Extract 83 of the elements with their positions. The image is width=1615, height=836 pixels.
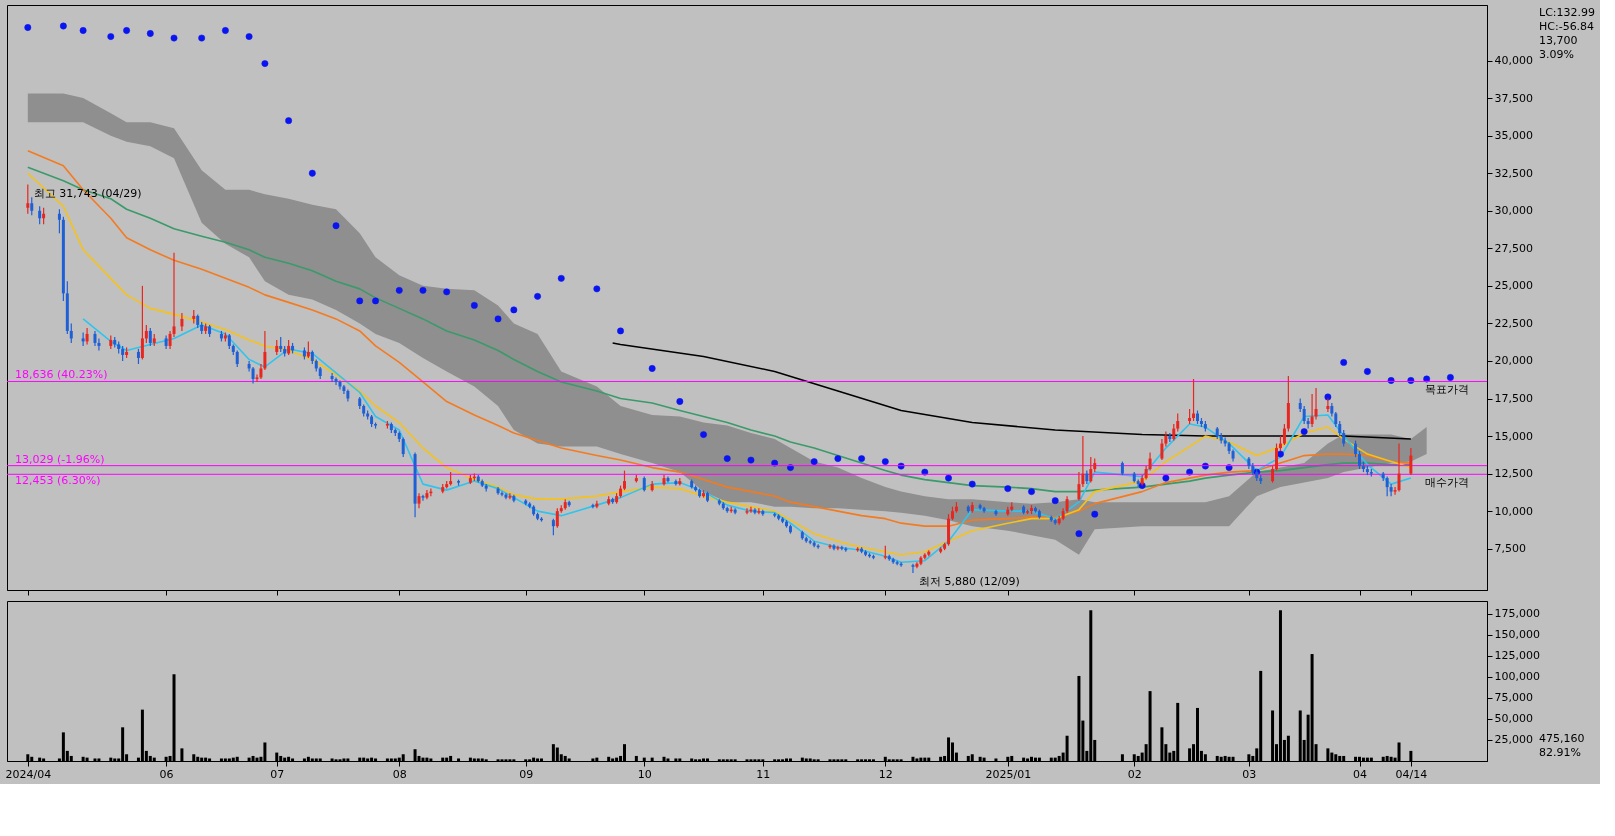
candlestick xyxy=(1409,447,1413,476)
y-tick-label: 7,500 xyxy=(1494,542,1526,556)
y-tick-label: 32,500 xyxy=(1494,166,1533,180)
candlestick xyxy=(508,492,512,500)
y-tick-label: 20,000 xyxy=(1494,354,1533,368)
y-tick-label: 75,000 xyxy=(1494,691,1533,705)
candlestick xyxy=(38,205,42,225)
candlestick xyxy=(401,436,405,458)
x-tick-label: 03 xyxy=(1242,767,1257,781)
annotation: 목표가격 xyxy=(1424,383,1469,397)
candlestick xyxy=(950,506,954,521)
candlestick xyxy=(1030,504,1034,515)
candlestick xyxy=(57,208,61,234)
y-tick-label: 35,000 xyxy=(1494,129,1533,143)
candlestick xyxy=(1160,438,1164,461)
y-tick-label: 27,500 xyxy=(1494,241,1533,255)
candlestick xyxy=(26,183,30,215)
ref-line-label: 13,029 (-1.96%) xyxy=(15,452,105,466)
candlestick xyxy=(334,376,338,386)
candlestick xyxy=(85,327,89,346)
y-tick-label: 40,000 xyxy=(1494,54,1533,68)
y-tick-label: 50,000 xyxy=(1494,712,1533,726)
candlestick xyxy=(1195,409,1199,425)
ref-line-label: 18,636 (40.23%) xyxy=(15,368,108,382)
text: LC:132.99 xyxy=(1539,6,1596,19)
text: HC:-56.84 xyxy=(1539,20,1595,33)
candlestick xyxy=(1089,456,1093,484)
y-tick-label: 17,500 xyxy=(1494,392,1533,405)
candlestick xyxy=(1358,450,1361,470)
candlestick xyxy=(757,507,761,515)
y-tick-label: 100,000 xyxy=(1494,670,1540,684)
y-tick-label: 25,000 xyxy=(1494,279,1533,293)
candlestick xyxy=(911,563,915,574)
candlestick xyxy=(1077,471,1081,502)
candlestick xyxy=(81,331,85,347)
x-tick-label: 11 xyxy=(756,767,771,781)
x-tick-label: 2025/01 xyxy=(985,767,1032,781)
x-tick-label: 09 xyxy=(519,767,534,781)
y-tick-label: 10,000 xyxy=(1494,504,1533,518)
text: 82.91% xyxy=(1539,746,1581,759)
y-tick-label: 37,500 xyxy=(1494,91,1533,105)
candlestick xyxy=(1385,476,1389,497)
x-tick-label: 12 xyxy=(878,767,893,781)
y-tick-label: 12,500 xyxy=(1494,467,1533,481)
candlestick xyxy=(421,494,425,502)
candlestick xyxy=(1176,412,1180,433)
x-tick-label: 08 xyxy=(392,767,407,781)
x-tick-label: 06 xyxy=(159,767,174,781)
x-tick-label: 07 xyxy=(270,767,285,781)
candlestick xyxy=(1282,423,1286,446)
candlestick xyxy=(69,322,73,344)
x-tick-label: 02 xyxy=(1127,767,1142,781)
candlestick xyxy=(555,507,559,529)
candlestick xyxy=(1314,387,1318,421)
candlestick xyxy=(144,324,148,344)
candlestick xyxy=(148,327,152,347)
candlestick xyxy=(180,312,184,332)
candlestick xyxy=(745,507,749,515)
annotation: 최저 5,880 (12/09) xyxy=(918,575,1020,589)
x-tick-label: 10 xyxy=(637,767,652,781)
candlestick xyxy=(705,491,709,503)
candlestick xyxy=(623,470,626,491)
text: 13,700 xyxy=(1539,34,1578,47)
candlestick xyxy=(140,285,144,361)
x-tick-label: 04 xyxy=(1353,767,1367,781)
y-tick-label: 22,500 xyxy=(1494,316,1533,330)
candlestick xyxy=(1275,442,1279,472)
y-tick-label: 150,000 xyxy=(1494,628,1540,642)
x-tick-label: 04/14 xyxy=(1395,767,1428,781)
candlestick xyxy=(330,372,334,383)
y-tick-label: 125,000 xyxy=(1494,649,1540,663)
x-tick-label: 2024/04 xyxy=(5,767,52,781)
y-tick-label: 30,000 xyxy=(1494,204,1533,218)
text: 3.09% xyxy=(1539,48,1574,61)
y-tick-label: 25,000 xyxy=(1494,733,1533,747)
candlestick xyxy=(30,196,34,216)
y-tick-label: 15,000 xyxy=(1494,429,1533,443)
candlestick xyxy=(1302,405,1306,425)
y-tick-label: 175,000 xyxy=(1494,607,1540,621)
text: 475,160 xyxy=(1539,732,1585,745)
candlestick xyxy=(1397,442,1401,493)
annotation: 매수가격 xyxy=(1424,476,1469,490)
ref-line-label: 12,453 (6.30%) xyxy=(15,474,101,488)
